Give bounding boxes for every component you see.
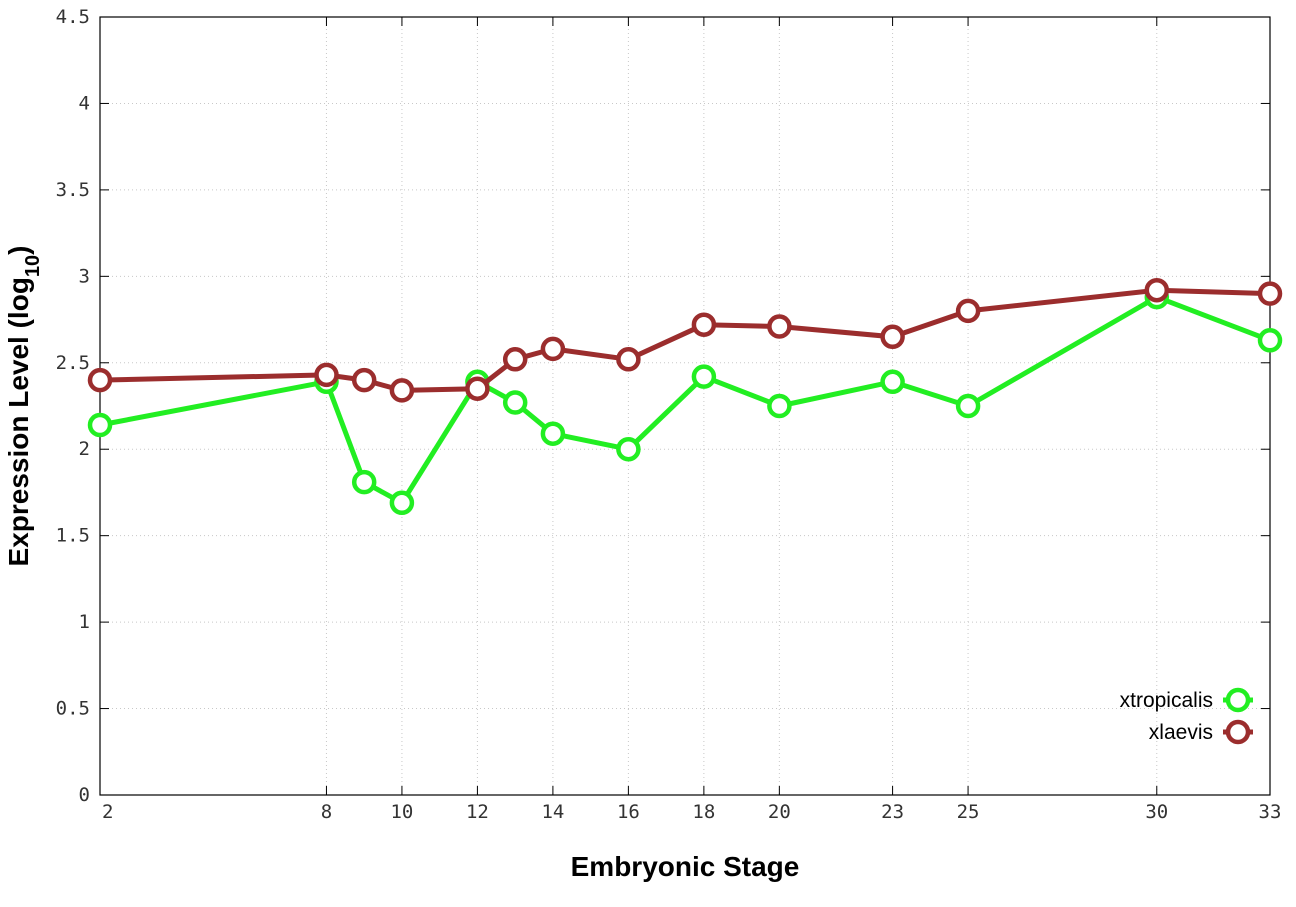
xtropicalis-point [87,412,113,438]
xlaevis-line [97,287,1273,393]
xlaevis-point [767,314,792,339]
y-tick-label: 4 [79,92,90,114]
xlaevis-point [87,367,113,393]
y-axis-title-subscript: 10 [22,255,44,277]
legend-marker [1225,719,1251,745]
xlaevis-point [502,347,528,372]
xlaevis-point [1144,277,1170,303]
y-axis-title: Expression Level (log10) [3,246,44,567]
y-tick-label: 0.5 [56,698,90,720]
legend: xtropicalis xlaevis [1120,687,1253,745]
xtropicalis-line [97,294,1273,506]
x-tick-label: 2 [102,801,113,823]
xlaevis-point [691,312,717,337]
xlaevis-point [616,347,641,372]
grid-lines [100,17,1270,795]
y-tick-label: 2 [79,438,90,460]
xtropicalis-point [616,436,641,462]
legend-marker [1225,687,1251,713]
x-tick-label: 12 [466,801,489,823]
x-tick-label: 18 [692,801,715,823]
x-tick-label: 20 [768,801,791,823]
y-tick-label: 1 [79,611,90,633]
y-tick-label: 3.5 [56,179,90,201]
x-tick-label: 8 [321,801,332,823]
x-tick-label: 14 [541,801,564,823]
xlaevis-point [314,362,339,388]
y-axis-title-close: ) [3,246,34,255]
y-tick-label: 2.5 [56,352,90,374]
xtropicalis-point [351,469,377,495]
xtropicalis-point [691,364,717,389]
xlaevis-point [540,336,566,362]
y-tick-label: 4.5 [56,6,90,28]
x-tick-label: 33 [1259,801,1282,823]
x-tick-label: 25 [957,801,980,823]
xlaevis-point [465,376,490,401]
x-axis-title: Embryonic Stage [571,851,800,882]
y-tick-label: 3 [79,265,90,287]
series-xtropicalis [87,284,1283,516]
legend-label: xlaevis [1149,721,1213,744]
series-xlaevis [87,277,1283,403]
xtropicalis-point [767,393,792,419]
xtropicalis-point [955,393,981,419]
xlaevis-point [1257,281,1283,306]
y-tick-label: 1.5 [56,525,90,547]
xlaevis-point [955,298,981,324]
xtropicalis-point [540,421,566,446]
x-tick-label: 16 [617,801,640,823]
legend-entry-xtropicalis: xtropicalis [1120,687,1253,713]
xtropicalis-point [502,390,528,415]
x-tick-label: 30 [1145,801,1168,823]
legend-entry-xlaevis: xlaevis [1149,719,1253,745]
xtropicalis-point [880,369,905,395]
xlaevis-point [351,367,377,393]
y-tick-label: 0 [79,784,90,806]
xlaevis-point [880,324,905,350]
axis-ticks: 0 0.5 1 1.5 2 2.5 3 3.5 4 4.5 2 8 10 12 14 16 18 20 23 25 30… [56,6,1282,823]
plot-frame [99,16,1271,796]
x-tick-label: 10 [390,801,413,823]
xlaevis-point [389,378,415,403]
y-axis-title-main: Expression Level (log [3,277,34,566]
x-tick-label: 23 [881,801,904,823]
xtropicalis-point [1257,328,1283,353]
legend-label: xtropicalis [1120,689,1213,712]
xtropicalis-point [389,490,415,516]
series-lines [87,277,1283,516]
